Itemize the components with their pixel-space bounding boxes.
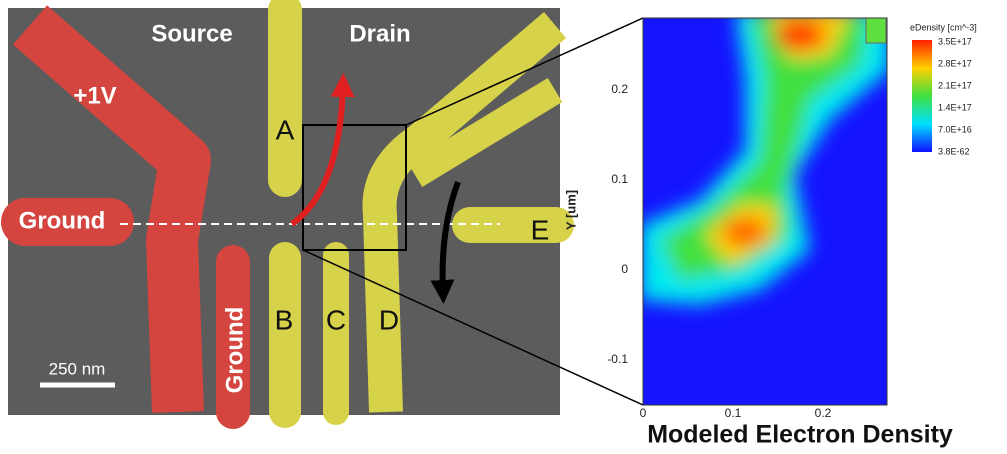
y-tick-label: 0 xyxy=(621,262,628,276)
sem-image: Source Drain +1V Ground Ground A B C D E… xyxy=(8,8,560,415)
y-tick-label: 0.1 xyxy=(611,172,628,186)
gate-label: D xyxy=(379,304,399,335)
colorbar-label: 1.4E+17 xyxy=(938,102,972,112)
colorbar xyxy=(912,40,932,152)
gate-label: B xyxy=(275,304,294,335)
x-tick-label: 0.1 xyxy=(725,406,742,420)
density-map xyxy=(640,10,890,405)
label: Ground xyxy=(221,307,248,394)
label: Source xyxy=(151,20,232,47)
y-axis-label: Y [um] xyxy=(563,190,578,230)
colorbar-label: 2.1E+17 xyxy=(938,80,972,90)
scale-bar-label: 250 nm xyxy=(49,359,106,378)
figure: Source Drain +1V Ground Ground A B C D E… xyxy=(0,0,1007,449)
plot-title: Modeled Electron Density xyxy=(647,421,953,449)
x-tick-label: 0 xyxy=(640,406,647,420)
gate-label: C xyxy=(326,304,346,335)
gate-label: E xyxy=(531,214,550,245)
gate-label: A xyxy=(276,114,295,145)
colorbar-label: 3.8E-62 xyxy=(938,146,970,156)
colorbar-label: 2.8E+17 xyxy=(938,58,972,68)
label: +1V xyxy=(73,82,116,109)
y-tick-label: -0.1 xyxy=(607,352,628,366)
x-tick-label: 0.2 xyxy=(815,406,832,420)
label: Ground xyxy=(19,207,106,234)
colorbar-label: 3.5E+17 xyxy=(938,36,972,46)
label: Drain xyxy=(349,20,410,47)
colorbar-label: 7.0E+16 xyxy=(938,124,972,134)
colorbar-title: eDensity [cm^-3] xyxy=(910,22,977,32)
y-tick-label: 0.2 xyxy=(611,82,628,96)
